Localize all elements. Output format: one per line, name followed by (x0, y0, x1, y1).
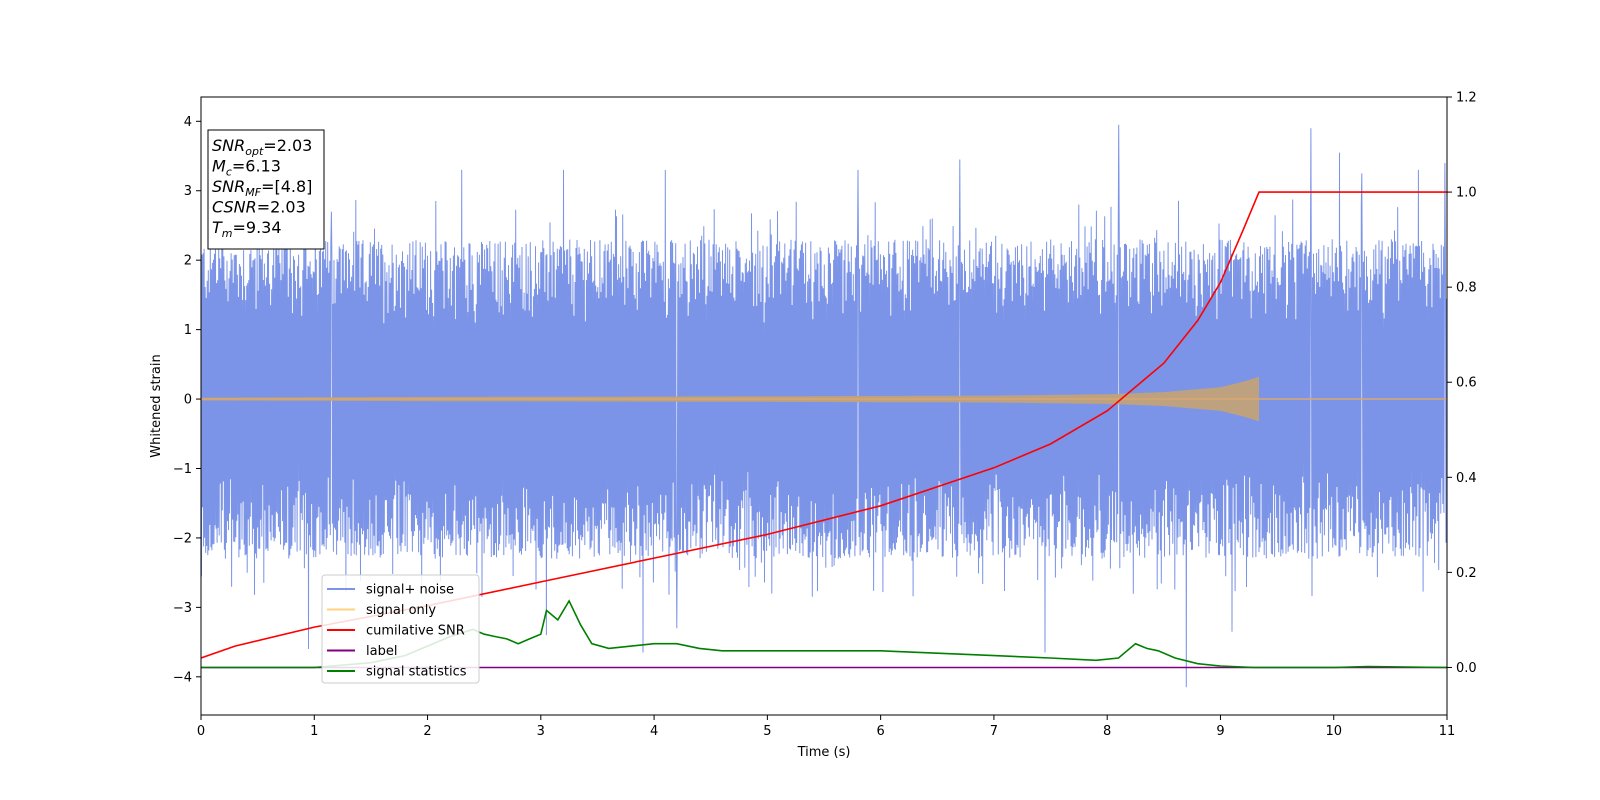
stat-line: SNRMF=[4.8] (212, 177, 312, 199)
y-tick-label: 3 (184, 184, 192, 199)
stat-line: Tm=9.34 (212, 218, 282, 240)
x-tick-label: 2 (423, 724, 431, 739)
y-tick-label: 1 (184, 323, 192, 338)
stat-line: SNRopt=2.03 (212, 136, 312, 158)
stat-line: CSNR=2.03 (212, 198, 306, 217)
stats-annotation-box: SNRopt=2.03Mc=6.13SNRMF=[4.8]CSNR=2.03Tm… (207, 129, 325, 250)
legend-frame (321, 574, 480, 684)
series-signal-noise-line (201, 124, 1447, 688)
x-tick-label: 7 (990, 724, 998, 739)
x-tick-label: 1 (310, 724, 318, 739)
x-tick-label: 4 (650, 724, 658, 739)
axes-layer: 0 1 2 3 4 5 6 7 8 9 10 1143210−1−2−3−41.21.00.80.60… (173, 91, 1477, 740)
y2-tick-label: 0.2 (1456, 566, 1477, 581)
legend-label-label: label (366, 644, 397, 659)
y-tick-label: −1 (173, 462, 192, 477)
legend-label-signal-statistics: signal statistics (366, 665, 467, 680)
y-tick-label: 0 (184, 393, 192, 408)
plot-frame (200, 96, 1448, 716)
y-axis-label: Whitened strain (149, 354, 164, 457)
y2-tick-label: 1.0 (1456, 186, 1477, 201)
y2-tick-label: 0.4 (1456, 471, 1477, 486)
legend-label-signal-only: signal only (366, 603, 436, 618)
x-tick-label: 3 (537, 724, 545, 739)
y-tick-label: 4 (184, 115, 192, 130)
y-tick-label: −2 (173, 531, 192, 546)
y2-tick-label: 0.6 (1456, 376, 1477, 391)
legend: signal+ noise signal only cumilative SNR la… (321, 574, 480, 684)
y-tick-label: −4 (173, 670, 192, 685)
x-axis-label: Time (s) (797, 745, 851, 760)
noise-layer (201, 124, 1447, 688)
legend-label-cumilative-snr: cumilative SNR (366, 624, 465, 639)
stat-line: Mc=6.13 (212, 157, 281, 179)
signal-layer (201, 376, 1447, 422)
y2-tick-label: 1.2 (1456, 91, 1477, 106)
y-tick-label: 2 (184, 254, 192, 269)
x-tick-label: 9 (1216, 724, 1224, 739)
legend-label-signal-noise: signal+ noise (366, 583, 454, 598)
y-tick-label: −3 (173, 601, 192, 616)
x-tick-label: 11 (1439, 724, 1456, 739)
y2-tick-label: 0.8 (1456, 281, 1477, 296)
y2-tick-label: 0.0 (1456, 661, 1477, 676)
x-tick-label: 6 (876, 724, 884, 739)
x-tick-label: 0 (197, 724, 205, 739)
x-tick-label: 8 (1103, 724, 1111, 739)
x-tick-label: 5 (763, 724, 771, 739)
x-tick-label: 10 (1325, 724, 1342, 739)
